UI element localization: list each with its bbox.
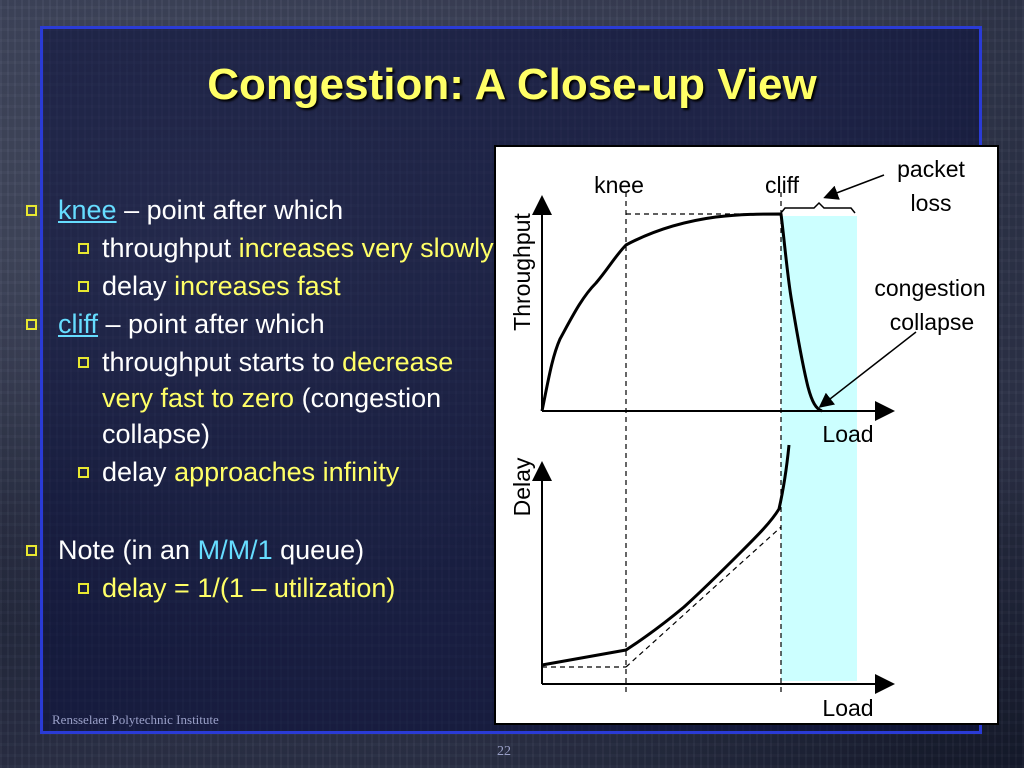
text-plain: queue) <box>272 535 365 565</box>
cliff-label: cliff <box>765 172 800 198</box>
bullet-cliff-delay: delay approaches infinity <box>24 454 504 490</box>
text-plain: throughput <box>102 233 239 263</box>
term-cliff: cliff <box>58 309 99 339</box>
packet-loss-label-1: packet <box>897 156 965 182</box>
packet-loss-label-2: loss <box>911 190 952 216</box>
bullet-note: Note (in an M/M/1 queue) <box>24 532 504 568</box>
delay-formula: delay = 1/(1 – utilization) <box>102 573 396 603</box>
text-highlight: approaches infinity <box>174 457 400 487</box>
bullet-knee-text: – point after which <box>116 195 344 225</box>
spacer <box>24 492 504 532</box>
packet-loss-brace <box>780 201 856 214</box>
throughput-curve <box>540 212 823 413</box>
throughput-axis-label: Throughput <box>509 213 535 331</box>
text-highlight: increases fast <box>174 271 341 301</box>
bullet-knee: knee – point after which <box>24 192 504 228</box>
text-highlight: increases very slowly <box>238 233 494 263</box>
bullet-knee-throughput: throughput increases very slowly <box>24 230 504 266</box>
bullet-note-formula: delay = 1/(1 – utilization) <box>24 570 504 606</box>
term-knee: knee <box>58 195 117 225</box>
linear-delay-line <box>625 526 782 668</box>
bullet-cliff-throughput: throughput starts to decrease very fast … <box>24 344 504 452</box>
collapse-arrow <box>818 331 917 408</box>
collapse-region <box>781 216 857 681</box>
text-plain: delay <box>102 457 175 487</box>
bottom-x-axis-label: Load <box>822 695 873 721</box>
queue-model: M/M/1 <box>197 535 273 565</box>
congestion-diagram: knee cliff packet loss congestion collap… <box>494 145 999 725</box>
text-plain: throughput starts to <box>102 347 343 377</box>
text-plain: Note (in an <box>58 535 198 565</box>
bullet-cliff-text: – point after which <box>98 309 325 339</box>
collapse-label-2: collapse <box>890 309 974 335</box>
delay-curve <box>541 444 791 667</box>
bullet-cliff: cliff – point after which <box>24 306 504 342</box>
knee-label: knee <box>594 172 644 198</box>
text-highlight: decrease very fast to zero <box>102 347 454 413</box>
text-plain: delay <box>102 271 175 301</box>
top-x-axis-label: Load <box>822 421 873 447</box>
delay-axis-label: Delay <box>509 457 535 516</box>
footer-institution: Rensselaer Polytechnic Institute <box>52 712 219 727</box>
packet-loss-arrow <box>823 174 885 200</box>
collapse-label-1: congestion <box>874 275 985 301</box>
bullet-list: knee – point after which throughput incr… <box>24 192 504 608</box>
page-number: 22 <box>497 744 511 759</box>
slide-title: Congestion: A Close-up View <box>207 60 817 109</box>
diagram-svg: knee cliff packet loss congestion collap… <box>509 156 986 721</box>
bullet-knee-delay: delay increases fast <box>24 268 504 304</box>
text-plain: (congestion collapse) <box>102 383 442 449</box>
